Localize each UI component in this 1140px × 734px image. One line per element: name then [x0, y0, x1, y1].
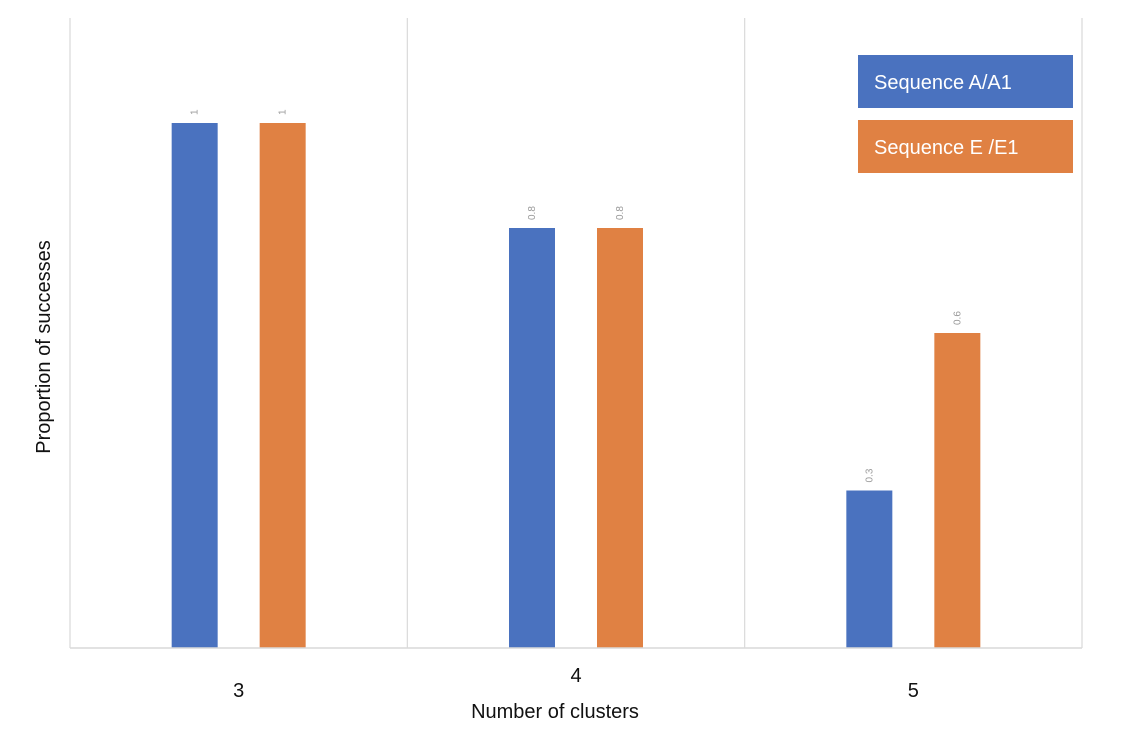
legend-label: Sequence E /E1: [874, 137, 1019, 159]
bar-sequence-e-e1-4: [597, 228, 643, 648]
data-labels: 1 1 0.8 0.8 0.3 0.6: [190, 109, 964, 483]
data-label: 0.6: [952, 311, 963, 325]
data-label: 1: [190, 109, 201, 115]
y-axis-title: Proportion of successes: [33, 240, 55, 453]
x-tick-label: 4: [570, 665, 581, 687]
legend-swatch: [858, 55, 1073, 108]
category-separators: [69, 18, 1083, 648]
bar-sequence-a-a1-3: [171, 123, 218, 648]
data-label: 0.8: [615, 206, 626, 220]
bars: [171, 123, 981, 648]
legend-label: Sequence A/A1: [874, 72, 1012, 94]
x-tick-label: 5: [908, 680, 919, 702]
x-tick-labels: 3 4 5: [233, 665, 919, 702]
x-axis-title: Number of clusters: [471, 701, 639, 723]
bar-sequence-a-a1-5: [846, 490, 893, 648]
bar-sequence-a-a1-4: [509, 228, 555, 648]
bar-sequence-e-e1-5: [934, 333, 981, 648]
legend-swatch: [858, 120, 1073, 173]
bar-sequence-e-e1-3: [259, 123, 306, 648]
x-tick-label: 3: [233, 680, 244, 702]
legend: Sequence A/A1 Sequence E /E1: [858, 55, 1073, 173]
data-label: 1: [278, 109, 289, 115]
data-label: 0.8: [527, 206, 538, 220]
data-label: 0.3: [864, 468, 875, 482]
